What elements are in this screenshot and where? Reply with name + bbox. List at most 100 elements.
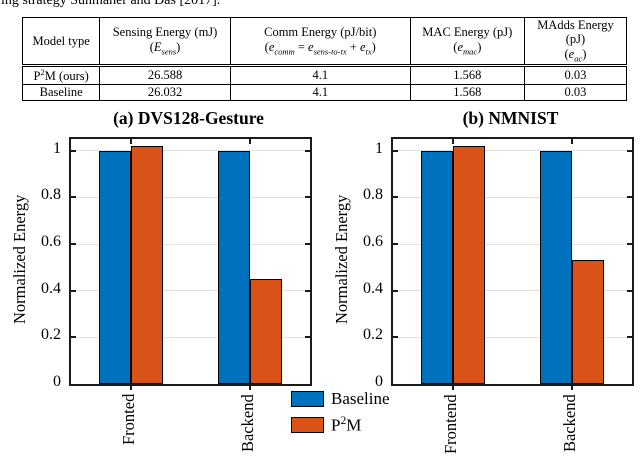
plot-wrap: (b) NMNIST Normalized Energy 0 0.2 0.4 0.6 0…: [332, 108, 634, 454]
gridline: [71, 336, 310, 338]
gridline: [393, 150, 632, 152]
value-cell: 1.568: [409, 65, 525, 86]
col-header-madds-energy: MAdds Energy (pJ) (eac): [523, 16, 628, 68]
bar-baseline: [421, 151, 453, 384]
model-name-cell: P2M (ours): [21, 65, 101, 86]
y-tick-label: 0.2: [41, 326, 61, 344]
gridline: [393, 290, 632, 292]
x-tick-mark: [249, 139, 252, 144]
y-tick-mark: [305, 149, 310, 152]
y-tick-label: 0.2: [363, 326, 383, 344]
col-header-line1: Comm Energy (pJ/bit): [264, 25, 377, 40]
gridline: [393, 196, 632, 198]
x-tick-mark: [571, 139, 574, 144]
col-header-symbol: (ecomm = esens-to-tx + etx): [264, 39, 376, 57]
bar-baseline: [540, 151, 572, 384]
legend-item-baseline: Baseline: [291, 389, 390, 409]
y-tick-label: 0.6: [41, 233, 61, 250]
bar-p2m: [572, 260, 604, 384]
gridline: [71, 290, 310, 292]
x-tick-mark: [129, 139, 132, 144]
baseline-color-swatch: [291, 391, 324, 407]
gridline: [71, 196, 310, 198]
y-tick-mark: [627, 196, 632, 199]
y-axis-label: Normalized Energy: [10, 194, 29, 325]
table-row: Baseline 26.032 4.1 1.568 0.03: [21, 84, 628, 102]
bar-p2m: [250, 279, 282, 384]
value-cell: 4.1: [229, 65, 411, 86]
y-tick-label: 0: [53, 373, 61, 390]
x-tick-mark: [129, 386, 132, 390]
chart-title: (a) DVS128-Gesture: [113, 108, 264, 128]
x-tick-mark: [571, 386, 574, 390]
p2m-color-swatch: [291, 416, 324, 433]
y-tick-label: 1: [375, 139, 383, 157]
y-tick-mark: [393, 196, 398, 199]
plot-area: [391, 137, 634, 390]
value-cell: 26.588: [99, 65, 231, 86]
x-tick-label: Backend: [560, 394, 580, 452]
y-tick-mark: [305, 196, 310, 199]
x-tick-label: Backend: [238, 394, 258, 452]
y-tick-label: 0.8: [363, 186, 383, 204]
y-tick-mark: [71, 243, 76, 245]
y-tick-mark: [305, 289, 310, 292]
chart-legend: Baseline P2M: [291, 389, 390, 441]
y-tick-mark: [627, 149, 632, 152]
x-tick-label: Fronted: [118, 394, 138, 446]
legend-item-p2m: P2M: [291, 414, 390, 436]
value-cell: 0.03: [523, 65, 628, 86]
plot-area: [69, 137, 312, 390]
y-tick-mark: [393, 149, 398, 152]
col-header-symbol: (eac): [564, 46, 587, 64]
plot-wrap: (a) DVS128-Gesture Normalized Energy 0 0.…: [10, 108, 312, 452]
y-tick-label: 0: [375, 373, 383, 390]
x-tick-mark: [451, 139, 454, 144]
chart-title: (b) NMNIST: [462, 108, 559, 128]
y-tick-label: 0.8: [41, 186, 61, 204]
y-axis-label: Normalized Energy: [332, 194, 351, 325]
col-header-line1: MAdds Energy (pJ): [537, 18, 614, 47]
bar-p2m: [131, 146, 163, 384]
gridline: [393, 243, 632, 245]
legend-label: Baseline: [331, 389, 390, 408]
col-header-line1: MAC Energy (pJ): [422, 25, 513, 40]
col-header-mac-energy: MAC Energy (pJ) (emac): [409, 16, 525, 68]
table-row: P2M (ours) 26.588 4.1 1.568 0.03: [21, 65, 628, 86]
y-tick-mark: [71, 196, 76, 199]
col-header-line1: Sensing Energy (mJ): [112, 25, 218, 40]
col-header-symbol: (Esens): [149, 39, 181, 57]
y-tick-label: 0.4: [363, 279, 383, 297]
y-tick-mark: [71, 289, 76, 292]
y-tick-mark: [305, 336, 310, 339]
x-tick-label: Frontend: [440, 394, 460, 454]
x-tick-mark: [451, 386, 454, 390]
y-tick-mark: [393, 289, 398, 292]
col-header-symbol: (emac): [453, 39, 482, 57]
energy-table: Model type Sensing Energy (mJ) (Esens) C…: [21, 16, 628, 102]
y-tick-mark: [393, 243, 398, 245]
col-header-line1: Model type: [32, 33, 90, 48]
bar-baseline: [218, 151, 250, 384]
table-header-row: Model type Sensing Energy (mJ) (Esens) C…: [21, 16, 628, 68]
y-tick-label: 0.4: [41, 279, 61, 297]
value-cell: 0.03: [523, 84, 628, 102]
bar-p2m: [453, 146, 485, 384]
y-tick-label: 1: [53, 139, 61, 157]
y-tick-mark: [627, 336, 632, 339]
y-tick-mark: [393, 336, 398, 339]
chart-nmnist: (b) NMNIST Normalized Energy 0 0.2 0.4 0.6 0…: [322, 95, 640, 457]
y-tick-mark: [71, 336, 76, 339]
y-tick-mark: [305, 243, 310, 245]
x-tick-mark: [249, 386, 252, 390]
y-tick-mark: [627, 289, 632, 292]
col-header-model-type: Model type: [21, 16, 101, 68]
y-tick-label: 0.6: [363, 233, 383, 250]
value-cell: 4.1: [229, 84, 411, 102]
col-header-comm-energy: Comm Energy (pJ/bit) (ecomm = esens-to-t…: [229, 16, 411, 68]
chart-dvs128-gesture: (a) DVS128-Gesture Normalized Energy 0 0.…: [0, 95, 322, 457]
model-name-cell: Baseline: [21, 84, 101, 102]
value-cell: 26.032: [99, 84, 231, 102]
legend-label: P2M: [331, 414, 362, 435]
gridline: [71, 243, 310, 245]
